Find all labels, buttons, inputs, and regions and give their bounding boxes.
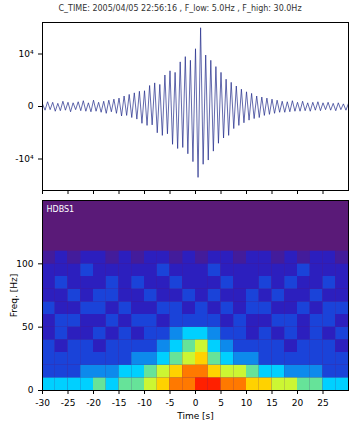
svg-text:10: 10 xyxy=(241,398,253,408)
svg-text:-5: -5 xyxy=(166,398,175,408)
svg-text:25: 25 xyxy=(317,398,328,408)
svg-text:Time [s]: Time [s] xyxy=(176,411,214,421)
svg-text:10⁴: 10⁴ xyxy=(18,49,33,59)
svg-text:50: 50 xyxy=(22,322,34,332)
svg-text:-20: -20 xyxy=(86,398,101,408)
svg-text:5: 5 xyxy=(218,398,224,408)
html-text:C_TIME: 2005/04/05 22:56:16 ,: C_TIME: 2005/04/05 22:56:16 , F_low: 5.0… xyxy=(58,4,302,13)
svg-text:HDBS1: HDBS1 xyxy=(47,205,75,214)
svg-text:-25: -25 xyxy=(61,398,76,408)
svg-text:-10: -10 xyxy=(137,398,152,408)
svg-text:0: 0 xyxy=(193,398,199,408)
svg-text:-30: -30 xyxy=(35,398,50,408)
svg-text:20: 20 xyxy=(292,398,304,408)
svg-text:Freq. [Hz]: Freq. [Hz] xyxy=(9,274,19,318)
svg-text:0: 0 xyxy=(28,385,34,395)
svg-text:-10⁴: -10⁴ xyxy=(15,154,34,164)
svg-text:-15: -15 xyxy=(112,398,127,408)
svg-text:0: 0 xyxy=(28,101,34,111)
svg-text:100: 100 xyxy=(16,259,33,269)
svg-text:15: 15 xyxy=(266,398,277,408)
